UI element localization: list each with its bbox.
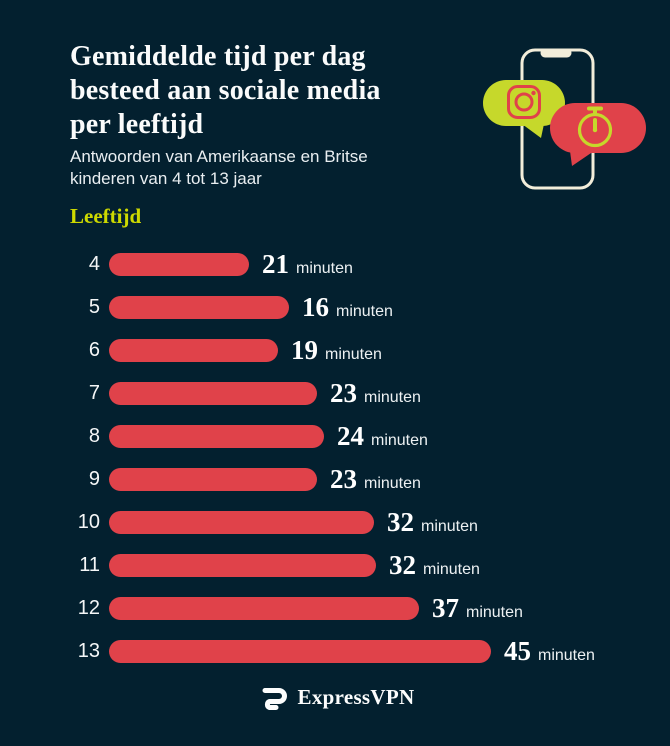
minutes-bar [109, 425, 324, 448]
minutes-bar [109, 382, 317, 405]
value-unit: minuten [371, 432, 428, 449]
value-unit: minuten [364, 475, 421, 492]
value-label: 19 minuten [291, 335, 382, 366]
chart-row: 5 16 minuten [62, 286, 595, 329]
minutes-bar [109, 597, 419, 620]
minutes-bar [109, 253, 249, 276]
axis-label-leeftijd: Leeftijd [70, 204, 142, 228]
phone-illustration [483, 48, 646, 190]
chart-row: 11 32 minuten [62, 544, 595, 587]
value-label: 16 minuten [302, 292, 393, 323]
stopwatch-icon [577, 106, 613, 148]
age-tick-label: 5 [88, 296, 100, 318]
instagram-bubble [483, 80, 565, 138]
phone-notch [540, 48, 572, 58]
value-number: 45 [504, 636, 531, 666]
value-unit: minuten [538, 647, 595, 664]
age-tick-label: 6 [88, 339, 100, 361]
value-unit: minuten [466, 604, 523, 621]
value-label: 23 minuten [330, 378, 421, 409]
value-number: 32 [389, 550, 416, 580]
minutes-bar [109, 468, 317, 491]
chart-row: 8 24 minuten [62, 415, 595, 458]
title-line-2: besteed aan sociale media [70, 75, 381, 106]
chart-row: 4 21 minuten [62, 243, 595, 286]
value-number: 24 [337, 421, 364, 451]
expressvpn-logo-icon [262, 688, 287, 710]
value-number: 23 [330, 378, 357, 408]
title-line-3: per leeftijd [70, 109, 204, 140]
chart-row: 6 19 minuten [62, 329, 595, 372]
minutes-bar [109, 554, 376, 577]
age-tick-label: 9 [88, 468, 100, 490]
value-unit: minuten [364, 389, 421, 406]
value-number: 37 [432, 593, 459, 623]
value-unit: minuten [421, 518, 478, 535]
age-tick-label: 11 [79, 554, 100, 576]
value-unit: minuten [296, 260, 353, 277]
page-title: Gemiddelde tijd per dag besteed aan soci… [70, 40, 381, 142]
age-tick-label: 12 [77, 597, 100, 619]
value-number: 16 [302, 292, 329, 322]
chart-row: 12 37 minuten [62, 587, 595, 630]
title-line-1: Gemiddelde tijd per dag [70, 41, 366, 72]
page-subtitle: Antwoorden van Amerikaanse en Britse kin… [70, 146, 368, 190]
value-number: 23 [330, 464, 357, 494]
value-label: 37 minuten [432, 593, 523, 624]
value-number: 32 [387, 507, 414, 537]
expressvpn-logo-text: ExpressVPN [297, 684, 415, 709]
value-unit: minuten [423, 561, 480, 578]
chart-row: 13 45 minuten [62, 630, 595, 673]
minutes-bar [109, 296, 289, 319]
minutes-bar [109, 511, 374, 534]
instagram-icon [507, 85, 541, 119]
age-tick-label: 7 [88, 382, 100, 404]
value-label: 23 minuten [330, 464, 421, 495]
bar-chart: 4 21 minuten 5 16 minuten 6 19 minuten 7 23 minuten… [62, 243, 595, 673]
stopwatch-bubble [550, 103, 646, 166]
subtitle-line-1: Antwoorden van Amerikaanse en Britse [70, 147, 368, 166]
chart-row: 7 23 minuten [62, 372, 595, 415]
minutes-bar [109, 339, 278, 362]
value-label: 24 minuten [337, 421, 428, 452]
value-label: 21 minuten [262, 249, 353, 280]
value-label: 32 minuten [389, 550, 480, 581]
age-tick-label: 13 [77, 640, 100, 662]
age-tick-label: 10 [77, 511, 100, 533]
value-label: 32 minuten [387, 507, 478, 538]
brand-footer: ExpressVPN [0, 682, 670, 712]
age-tick-label: 8 [88, 425, 100, 447]
minutes-bar [109, 640, 491, 663]
value-label: 45 minuten [504, 636, 595, 667]
chart-row: 10 32 minuten [62, 501, 595, 544]
chart-row: 9 23 minuten [62, 458, 595, 501]
value-number: 19 [291, 335, 318, 365]
value-unit: minuten [336, 303, 393, 320]
value-unit: minuten [325, 346, 382, 363]
age-tick-label: 4 [88, 253, 100, 275]
value-number: 21 [262, 249, 289, 279]
subtitle-line-2: kinderen van 4 tot 13 jaar [70, 169, 262, 188]
